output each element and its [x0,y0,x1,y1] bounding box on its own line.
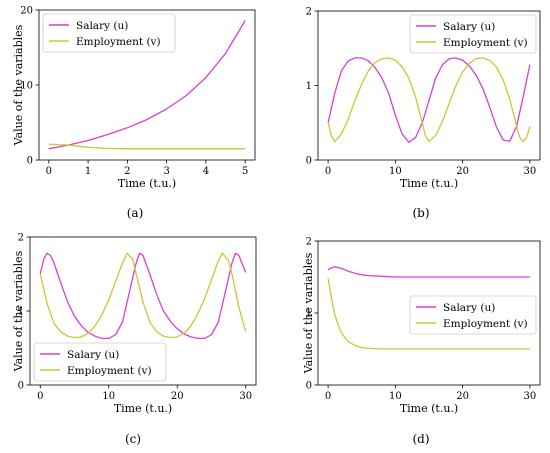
legend-label: Employment (v) [76,36,161,48]
x-tick-label: 2 [124,166,130,177]
y-axis-label: Value of the variables [302,252,315,374]
y-tick-label: 0 [27,156,33,167]
x-tick-label: 0 [37,391,43,402]
legend: Salary (u) Employment (v) [42,13,176,53]
x-tick-label: 10 [389,391,402,402]
series-line-employment [327,57,531,143]
legend-label: Salary (u) [76,20,128,32]
x-tick-label: 20 [171,391,184,402]
series-line-salary [48,20,246,150]
legend: Salary (u) Employment (v) [33,342,167,382]
x-tick-label: 20 [456,166,469,177]
x-tick-label: 10 [102,391,115,402]
legend-label: Employment (v) [443,37,528,49]
y-tick-label: 1 [306,309,312,320]
y-tick-label: 0 [306,381,312,392]
y-tick-label: 10 [20,81,33,92]
y-tick-label: 2 [306,237,312,248]
x-tick-label: 30 [524,391,537,402]
legend: Salary (u) Employment (v) [409,295,537,335]
x-tick-label: 3 [163,166,169,177]
legend-box [409,14,537,54]
panel-caption: (c) [125,432,141,446]
legend-label: Salary (u) [443,21,495,33]
y-tick-label: 0 [306,156,312,167]
x-axis-label: Time (t.u.) [400,402,458,415]
x-tick-label: 1 [85,166,91,177]
x-tick-label: 10 [389,166,402,177]
legend-label: Employment (v) [67,365,152,377]
series-line-salary [39,252,247,340]
x-tick-label: 30 [239,391,252,402]
legend-box [409,295,537,335]
panel-2: 0 10 20 30 0 1 2 Time (t.u.) Salary (u) Employmen… [306,7,541,220]
panel-1: 0 1 2 3 4 5 0 10 20 Time (t.u.) Value of the varia… [12,6,256,220]
y-tick-label: 2 [306,7,312,18]
series-line-employment [39,252,247,339]
x-axis-label: Time (t.u.) [118,177,176,190]
x-tick-label: 20 [456,391,469,402]
legend-label: Salary (u) [443,302,495,314]
x-tick-label: 30 [524,166,537,177]
legend-label: Employment (v) [443,318,528,330]
x-tick-label: 4 [203,166,209,177]
panel-caption: (a) [127,206,144,220]
x-axis-label: Time (t.u.) [114,402,172,415]
series-line-salary [327,57,531,143]
y-tick-label: 1 [18,307,24,318]
legend: Salary (u) Employment (v) [409,14,537,54]
x-axis-label: Time (t.u.) [400,177,458,190]
y-tick-label: 20 [20,6,33,17]
panel-3: 0 10 20 30 0 1 2 Time (t.u.) Value of the variab… [12,233,257,446]
series-line-salary [327,266,530,278]
x-tick-label: 5 [242,166,248,177]
series-line-employment [48,143,246,150]
legend-label: Salary (u) [67,349,119,361]
panel-4: 0 10 20 30 0 1 2 Time (t.u.) Value of the variab… [302,237,541,446]
series-line-employment [327,278,530,350]
panel-caption: (b) [412,206,429,220]
panel-caption: (d) [412,432,429,446]
legend-box [33,342,167,382]
x-tick-label: 0 [325,391,331,402]
legend-box [42,13,176,53]
y-axis-label: Value of the variables [12,24,25,146]
y-axis-label: Value of the variables [12,250,25,372]
y-tick-label: 1 [306,81,312,92]
x-tick-label: 0 [46,166,52,177]
y-tick-label: 2 [18,233,24,244]
y-tick-label: 0 [18,381,24,392]
x-tick-label: 0 [325,166,331,177]
